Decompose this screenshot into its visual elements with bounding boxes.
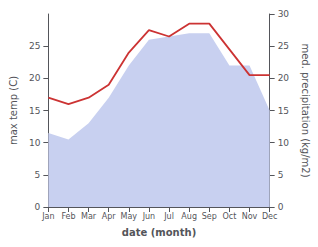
svg-text:15: 15 <box>278 106 289 116</box>
svg-text:med. precipitation (kg/m2): med. precipitation (kg/m2) <box>300 43 311 177</box>
svg-text:Dec: Dec <box>262 212 277 221</box>
svg-text:Apr: Apr <box>102 212 117 221</box>
svg-text:30: 30 <box>278 9 290 19</box>
svg-text:20: 20 <box>29 73 41 83</box>
svg-text:5: 5 <box>278 170 284 180</box>
svg-text:10: 10 <box>29 138 41 148</box>
svg-text:max temp (C): max temp (C) <box>8 76 19 145</box>
svg-text:20: 20 <box>278 73 290 83</box>
svg-text:Nov: Nov <box>242 212 258 221</box>
svg-text:Aug: Aug <box>181 212 197 221</box>
svg-text:15: 15 <box>29 106 40 116</box>
svg-text:25: 25 <box>29 41 40 51</box>
svg-text:Jun: Jun <box>142 212 156 221</box>
svg-text:Oct: Oct <box>222 212 236 221</box>
svg-text:0: 0 <box>278 202 284 212</box>
svg-text:10: 10 <box>278 138 290 148</box>
svg-text:date (month): date (month) <box>122 227 196 238</box>
svg-text:0: 0 <box>35 202 41 212</box>
svg-text:25: 25 <box>278 41 289 51</box>
svg-text:5: 5 <box>35 170 41 180</box>
svg-text:May: May <box>121 212 138 221</box>
svg-text:Sep: Sep <box>202 212 217 221</box>
svg-text:Feb: Feb <box>61 212 75 221</box>
svg-text:Mar: Mar <box>81 212 97 221</box>
svg-text:Jul: Jul <box>163 212 174 221</box>
svg-text:Jan: Jan <box>41 212 54 221</box>
